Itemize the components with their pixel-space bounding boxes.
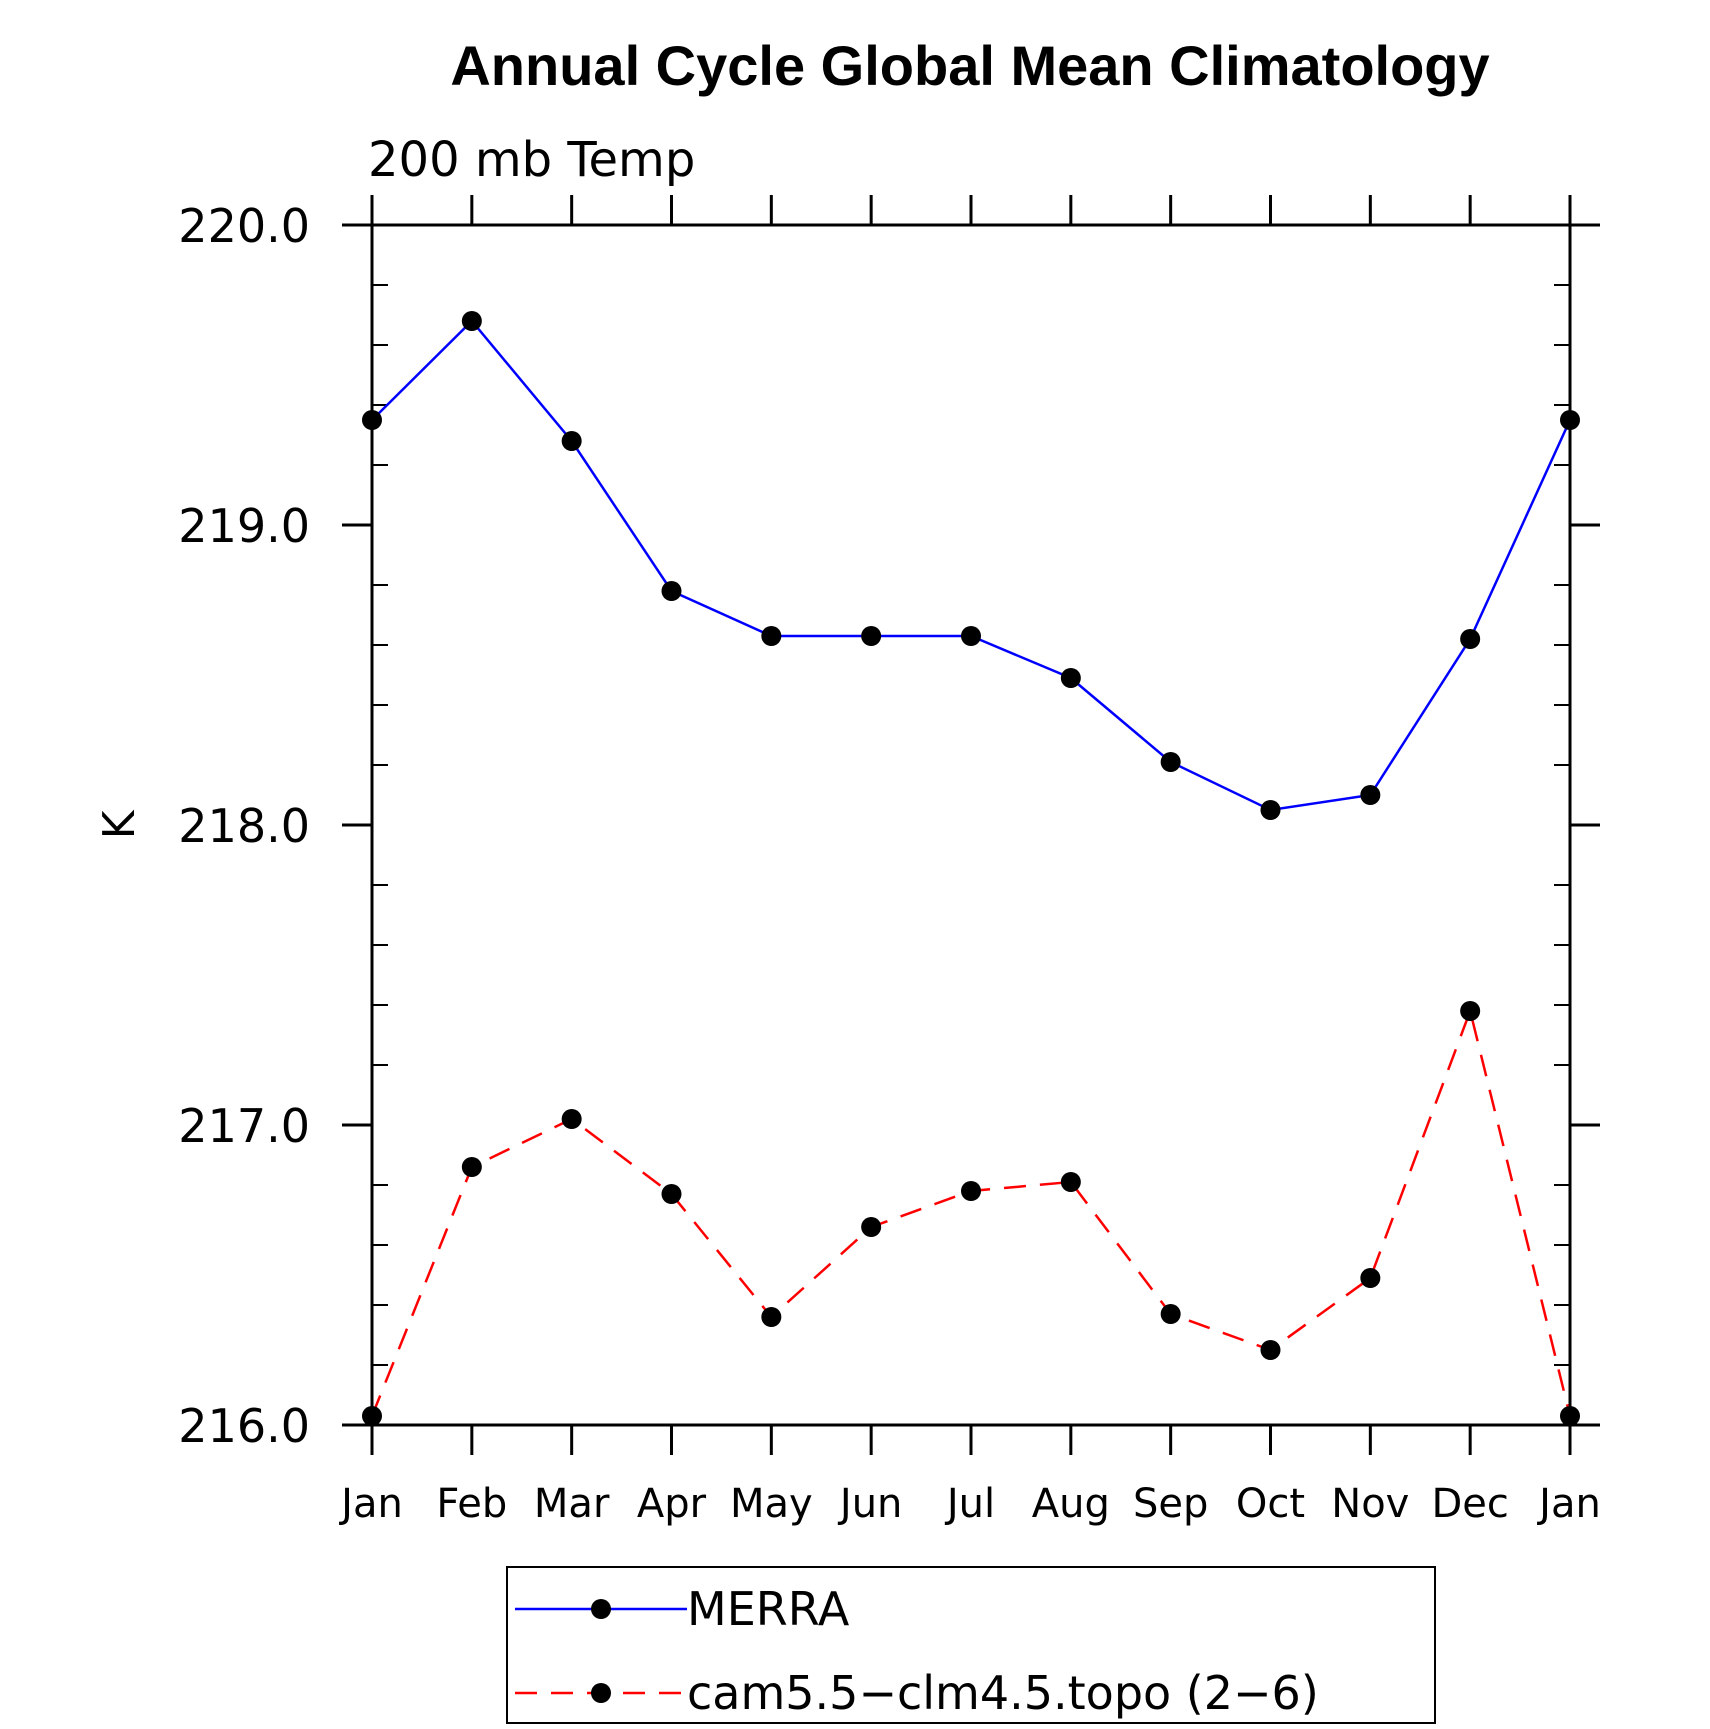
series-2 — [362, 1001, 1580, 1426]
series-1 — [362, 311, 1580, 820]
data-point — [761, 626, 782, 646]
data-point — [362, 1406, 382, 1426]
data-point — [1260, 800, 1281, 820]
data-point — [1460, 629, 1481, 649]
x-tick-label: Sep — [1133, 1481, 1208, 1527]
x-tick-label: Aug — [1032, 1481, 1110, 1527]
x-tick-label: Feb — [436, 1481, 507, 1527]
data-point — [561, 1109, 582, 1129]
y-axis-label: K — [94, 809, 145, 839]
y-tick-label: 220.0 — [178, 199, 310, 253]
y-tick-label: 217.0 — [178, 1099, 310, 1153]
data-point — [1360, 1268, 1381, 1288]
y-tick-label: 218.0 — [178, 799, 310, 853]
data-point — [861, 626, 882, 646]
legend-label: cam5.5−clm4.5.topo (2−6) — [687, 1666, 1319, 1720]
legend-label: MERRA — [687, 1582, 850, 1636]
data-point — [561, 431, 582, 451]
x-tick-label: Oct — [1236, 1481, 1305, 1527]
data-point — [1560, 1406, 1580, 1426]
axes: Jan Feb Mar Apr May Jun Jul Aug Sep Oct Nov Dec Jan 2… — [94, 195, 1601, 1527]
y-tick-label: 216.0 — [178, 1399, 310, 1453]
series-line — [370, 1006, 1572, 1417]
data-point — [661, 581, 682, 601]
data-point — [861, 1217, 882, 1237]
data-point — [761, 1307, 782, 1327]
data-point — [961, 626, 981, 646]
x-tick-label: Jan — [338, 1481, 403, 1527]
data-point — [961, 1181, 981, 1201]
data-point — [461, 311, 482, 331]
data-point — [1460, 1001, 1481, 1021]
x-tick-label: May — [730, 1481, 813, 1527]
x-tick-label: Mar — [534, 1481, 610, 1527]
data-point — [1260, 1340, 1281, 1360]
x-tick-label: Nov — [1331, 1481, 1409, 1527]
data-point — [1060, 668, 1081, 688]
data-point — [661, 1184, 682, 1204]
x-tick-label: Jan — [1536, 1481, 1601, 1527]
data-point — [1160, 752, 1181, 772]
data-point — [1060, 1172, 1081, 1192]
data-point — [1160, 1304, 1181, 1324]
data-point — [461, 1157, 482, 1177]
data-point — [1560, 410, 1580, 430]
data-point — [1360, 785, 1381, 805]
legend-box — [506, 1566, 1436, 1724]
legend: MERRA cam5.5−clm4.5.topo (2−6) — [506, 1566, 1436, 1724]
x-tick-label: Jun — [837, 1481, 903, 1527]
series-line — [371, 319, 1572, 812]
chart-subtitle: 200 mb Temp — [368, 132, 695, 188]
data-point — [362, 410, 382, 430]
chart-title: Annual Cycle Global Mean Climatology — [450, 34, 1489, 97]
legend-marker — [591, 1599, 611, 1619]
y-tick-label: 219.0 — [178, 499, 310, 553]
series-layer — [362, 311, 1580, 1426]
legend-marker — [591, 1683, 611, 1703]
x-tick-label: Apr — [637, 1481, 707, 1527]
x-tick-label: Jul — [944, 1481, 995, 1527]
x-tick-label: Dec — [1431, 1481, 1508, 1527]
plot-frame — [370, 223, 1572, 1427]
